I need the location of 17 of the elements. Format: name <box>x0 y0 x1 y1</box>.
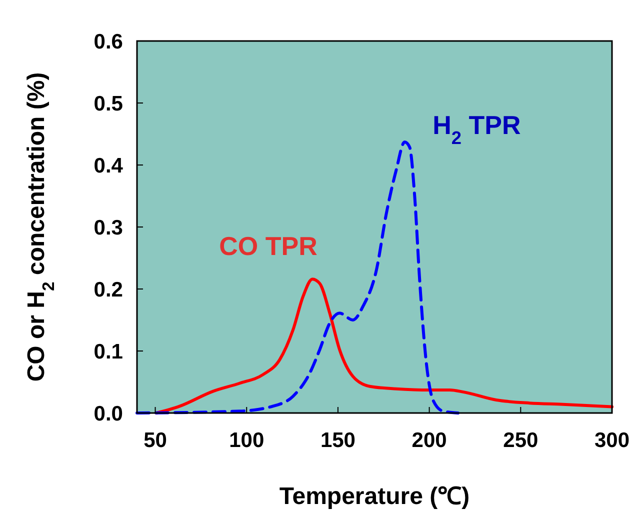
series-label: H$_{2}$ TPR <box>432 110 521 148</box>
x-axis-title: Temperature (℃) <box>279 483 470 510</box>
y-tick-label: 0.4 <box>94 154 124 178</box>
y-tick-label: 0.3 <box>94 216 123 240</box>
y-tick-label: 0.5 <box>94 92 124 116</box>
x-tick-label: 150 <box>320 429 356 452</box>
x-tick-label: 50 <box>144 429 167 452</box>
x-tick-label: 200 <box>412 429 447 452</box>
x-tick-label: 100 <box>229 429 264 452</box>
y-tick-label: 0.6 <box>94 30 123 54</box>
y-tick-label: 0.0 <box>94 402 123 426</box>
line-series <box>154 278 614 414</box>
x-tick-label: 250 <box>503 429 538 452</box>
y-tick-label: 0.1 <box>94 340 124 364</box>
x-tick-label: 300 <box>594 429 630 452</box>
series-label: CO TPR <box>219 231 318 262</box>
y-tick-label: 0.2 <box>94 278 123 302</box>
